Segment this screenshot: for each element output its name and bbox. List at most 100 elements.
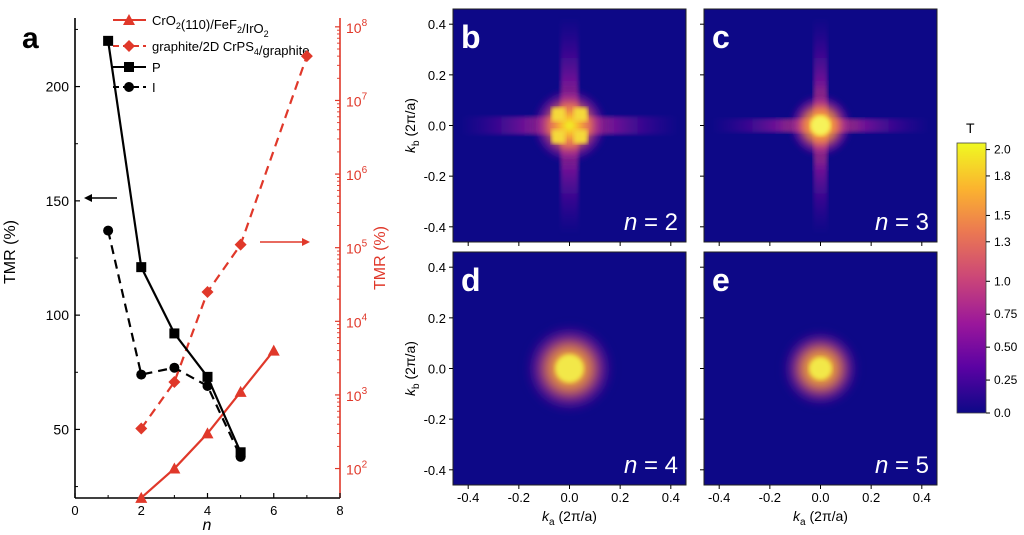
legend-text: (110)/FeF <box>181 17 237 32</box>
series-line <box>107 40 242 453</box>
circle-marker <box>235 451 246 462</box>
colorbar-tick-label: 0.50 <box>994 340 1018 354</box>
diamond-marker <box>234 238 247 251</box>
n-value: = 5 <box>888 452 929 479</box>
y-tick-label: -0.4 <box>424 463 446 478</box>
triangle-marker <box>201 427 214 439</box>
heatmap-panel-e: e n = 5 -0.4 -0.2 0.0 0.2 0.4 ka (2π/a) <box>700 251 938 528</box>
colorbar-tick-label: 1.5 <box>994 208 1011 222</box>
panel-letter: d <box>461 262 481 298</box>
legend-text: I <box>152 80 156 95</box>
legend-sub: 2 <box>237 25 242 35</box>
heatmap-intensity <box>461 17 678 234</box>
square-marker <box>202 371 213 382</box>
legend-text: /IrO <box>242 21 264 36</box>
triangle-marker <box>267 344 280 356</box>
legend-text: /graphite <box>259 43 310 58</box>
tick-base: 10 <box>346 462 362 478</box>
diamond-marker <box>201 286 214 299</box>
axis-subscript: b <box>411 140 422 146</box>
axis-subscript: b <box>411 383 422 389</box>
tick-exponent: 2 <box>362 460 368 471</box>
axis-units: (2π/a) <box>806 508 848 524</box>
legend-text: P <box>152 60 161 75</box>
x-tick-label: -0.4 <box>708 490 730 505</box>
diamond-marker <box>135 422 148 435</box>
tick-exponent: 5 <box>362 239 368 250</box>
y-tick-label: 0.2 <box>428 311 446 326</box>
tick-base: 10 <box>346 93 362 109</box>
n-value: = 4 <box>637 452 678 479</box>
legend-label: CrO2(110)/FeF2/IrO2 <box>152 13 269 39</box>
center-glow <box>529 85 610 166</box>
legend-entry: I <box>113 80 156 95</box>
x-tick-label: 2 <box>138 503 145 518</box>
colorbar-tick-label: 1.8 <box>994 169 1011 183</box>
tick-exponent: 4 <box>362 312 368 323</box>
colorbar-tick-label: 0.0 <box>994 406 1011 420</box>
heatmap-intensity <box>712 17 929 234</box>
legend-sub: 2 <box>176 21 181 31</box>
legend-label: P <box>152 60 161 75</box>
legend-sub: 4 <box>254 47 259 57</box>
left-axis-arrow <box>84 194 117 202</box>
y-tick-label: -0.2 <box>424 169 446 184</box>
diamond-marker <box>300 50 313 63</box>
series-1 <box>135 50 313 435</box>
x-tick-label: 6 <box>270 503 277 518</box>
series-3 <box>103 225 246 462</box>
heatmap-intensity <box>504 303 635 434</box>
hot-spot <box>551 107 566 122</box>
panel-n-label: n = 5 <box>875 452 929 479</box>
series-0 <box>135 344 280 503</box>
legend-text: graphite/2D CrPS <box>152 39 254 54</box>
right-y-tick-label: 107 <box>346 91 368 109</box>
right-y-tick-label: 106 <box>346 165 368 183</box>
x-tick-label: 0.0 <box>811 490 829 505</box>
colorbar-tick-label: 1.3 <box>994 235 1011 249</box>
heatmap-panel-d: d n = 4 -0.4 -0.2 0.0 0.2 0.4 -0.4 -0.2 0.0 0.2 0.4… <box>402 251 687 528</box>
left-y-tick-label: 150 <box>46 193 70 209</box>
legend-entry: P <box>113 60 161 75</box>
tick-base: 10 <box>346 20 362 36</box>
square-marker <box>103 35 114 46</box>
tick-exponent: 8 <box>362 18 368 29</box>
triangle-marker <box>135 491 148 503</box>
left-y-tick-label: 200 <box>46 79 70 95</box>
panel-n-label: n = 4 <box>624 452 678 479</box>
n-symbol: n <box>624 209 637 236</box>
n-value: = 2 <box>637 209 678 236</box>
triangle-marker <box>168 462 181 474</box>
legend-sub: 2 <box>264 29 269 39</box>
triangle-marker <box>123 14 135 25</box>
axis-symbol: k <box>402 388 418 396</box>
n-symbol: n <box>875 209 888 236</box>
axis-subscript: a <box>549 517 555 528</box>
square-marker <box>124 62 134 72</box>
tick-exponent: 7 <box>362 91 368 102</box>
panel-n-label: n = 2 <box>624 209 678 236</box>
right-y-tick-label: 102 <box>346 460 368 478</box>
series-line <box>107 230 242 458</box>
hot-spot <box>809 357 832 380</box>
tick-base: 10 <box>346 314 362 330</box>
panel-letter: b <box>461 19 481 55</box>
series-2 <box>103 35 246 458</box>
y-tick-label: 0.2 <box>428 68 446 83</box>
x-tick-label: 0.4 <box>913 490 931 505</box>
x-axis-label: n <box>203 517 212 534</box>
axis-units: (2π/a) <box>402 98 418 140</box>
right-y-tick-label: 105 <box>346 239 368 257</box>
right-y-tick-label: 104 <box>346 312 368 330</box>
y-axis-label: kb (2π/a) <box>402 341 422 396</box>
panel-a-letter: a <box>22 22 39 55</box>
n-symbol: n <box>624 452 637 479</box>
circle-marker <box>136 369 147 380</box>
x-tick-label: 4 <box>204 503 211 518</box>
heatmap-panel-b: bn = 2-0.4-0.20.00.20.4kb (2π/a) <box>402 8 687 246</box>
colorbar-tick-label: 0.25 <box>994 373 1018 387</box>
x-tick-label: 0 <box>71 503 78 518</box>
right-y-tick-label: 103 <box>346 386 368 404</box>
